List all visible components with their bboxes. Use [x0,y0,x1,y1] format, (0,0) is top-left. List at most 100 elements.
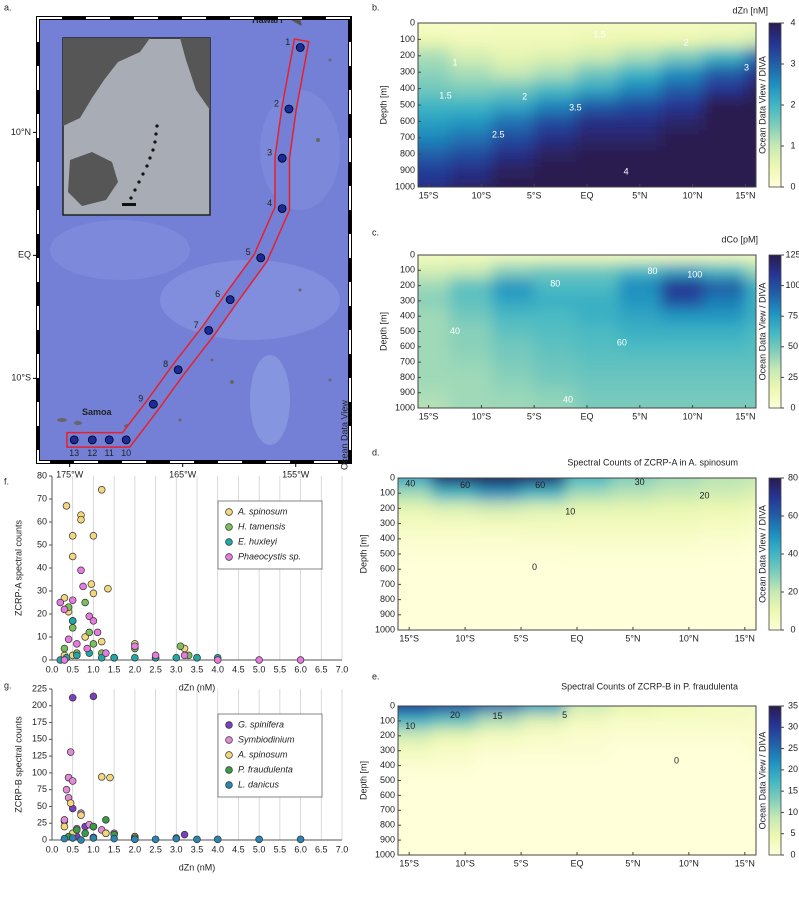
heat-cell [610,576,656,593]
x-tick-label: 15°S [399,633,419,643]
heat-cell [703,255,746,264]
heat-cell [534,323,577,340]
heat-cell [744,516,756,532]
x-tick-label: 3.0 [170,844,183,854]
point [97,653,106,662]
heat-cell [745,162,756,180]
heat-cell [521,832,567,849]
point [73,640,81,648]
heat-cell [660,146,704,163]
heat-cell [418,64,451,81]
x-axis-label: dZn (nM) [179,682,216,692]
heat-cell [655,773,701,789]
y-tick-label: 200 [400,50,415,60]
heat-cell [521,847,567,855]
heat-cell [418,262,451,279]
heat-cell [534,80,577,98]
y-tick-label: 600 [400,341,415,351]
heat-cell [610,607,656,623]
heat-cell [534,308,577,325]
point [102,649,110,657]
heat-cell [521,478,567,487]
legend-box [217,713,323,798]
y-axis-label: Depth [m] [378,312,388,351]
legend-label: A. spinosum [237,749,288,759]
point [213,656,222,664]
heat-cell [521,787,567,804]
x-tick-label: 4.5 [232,664,245,674]
heat-cell [476,847,522,855]
point [60,834,69,843]
station-label: 9 [138,394,143,404]
heat-cell [521,500,567,517]
heat-cell [576,369,620,386]
heat-cell [745,23,756,32]
heat-cell [660,129,704,147]
heat-cell [610,713,656,729]
heat-cell [491,262,535,279]
heat-cell [576,339,620,355]
x-tick-label: 5°N [632,411,647,421]
heatmap-cells [398,706,756,855]
heat-cell [618,96,662,114]
y-tick-label: 700 [380,579,395,589]
station [225,295,235,305]
heat-cell [476,592,522,608]
contour-label: 80 [550,278,560,288]
heat-cell [534,339,577,355]
point [93,628,102,637]
heat-cell [576,400,620,408]
heat-cell [744,713,756,729]
colorbar-label: Ocean Data View / DIVA [757,56,767,154]
point [296,835,305,844]
colorbar [768,477,782,631]
heat-cell [610,561,656,578]
contour-label: 2 [522,91,527,101]
heat-cell [534,129,577,147]
heat-cell [745,31,756,49]
heat-cell [398,728,433,744]
point [68,693,77,702]
colorbar-tick-label: 0 [790,181,795,191]
contour-label: 30 [635,477,645,487]
contour-label: 40 [563,395,573,405]
colorbar-label: Ocean Data View / DIVA [757,732,767,830]
colorbar-tick-label: 35 [788,700,798,710]
heat-cell [521,758,567,774]
station [104,435,114,445]
x-tick-label: 5.0 [253,664,266,674]
heat-cell [745,354,756,371]
heat-cell [700,478,746,487]
heat-cell [398,802,433,819]
heat-cell [610,773,656,789]
heat-cell [534,293,577,310]
heat-cell [418,96,451,114]
station [69,435,79,445]
y-tick-label: 500 [380,548,395,558]
heat-cell [491,146,535,163]
heat-cell [449,277,493,294]
heat-cell [418,277,451,294]
heat-cell [660,96,704,114]
heat-cell [476,516,522,532]
heat-cell [398,847,433,855]
heat-cell [744,758,756,774]
y-tick-label: 900 [380,609,395,619]
heat-cell [610,546,656,563]
x-tick-label: 5°S [514,858,529,868]
x-tick-label: 10°S [455,858,475,868]
heat-cell [449,96,493,114]
heat-cell [610,832,656,849]
heat-cell [449,400,493,408]
heat-cell [744,576,756,593]
heat-cell [418,354,451,371]
inset-map [62,37,211,216]
heat-cell [618,277,662,294]
heat-cell [534,23,577,32]
heat-cell [703,178,746,187]
colorbar [768,22,782,188]
heat-cell [431,787,477,804]
heat-cell [398,607,433,623]
point [176,642,185,650]
heat-cell [655,832,701,849]
